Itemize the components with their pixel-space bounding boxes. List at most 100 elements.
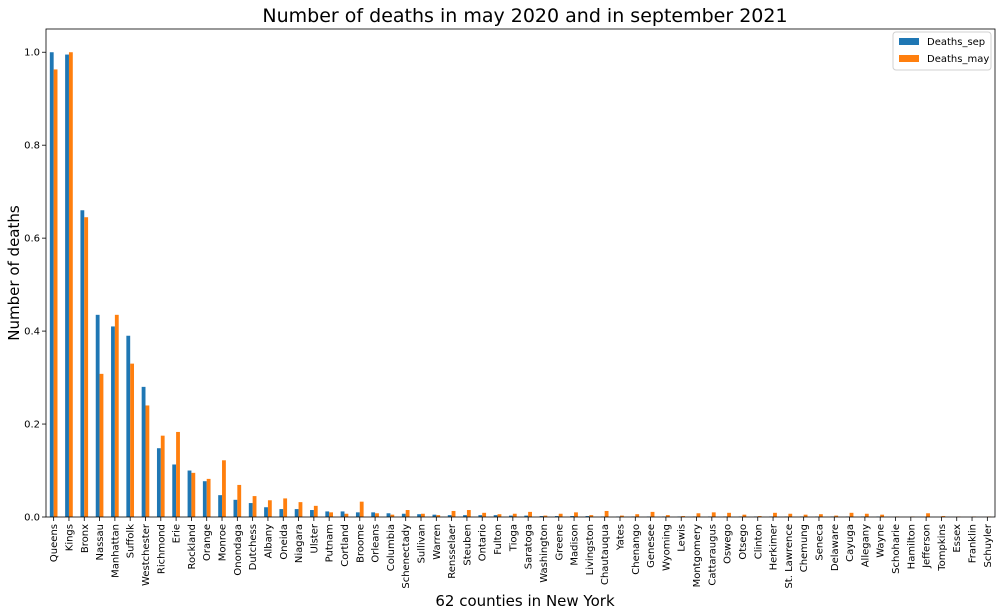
x-tick-label: Lewis — [677, 524, 688, 552]
x-tick-label: Ulster — [309, 523, 320, 553]
bar-deaths-may-rensselaer — [451, 510, 456, 517]
bar-deaths-may-fulton — [497, 514, 502, 517]
x-tick-label: Erie — [172, 524, 183, 543]
x-tick-label: Delaware — [830, 524, 841, 571]
bar-deaths-may-cattaraugus — [711, 512, 716, 517]
x-tick-label: Chemung — [799, 524, 810, 572]
bar-deaths-sep-madison — [570, 516, 575, 517]
x-tick-label: Schuyler — [983, 523, 994, 567]
bars-group — [49, 52, 992, 518]
bar-deaths-sep-saratoga — [524, 515, 529, 517]
x-tick-label: Jefferson — [922, 524, 933, 569]
bar-deaths-may-washington — [543, 515, 548, 517]
x-tick-label: Washington — [539, 524, 550, 583]
x-tick-label: Nassau — [95, 524, 106, 561]
bar-deaths-sep-rensselaer — [447, 515, 452, 517]
bar-deaths-sep-oneida — [279, 509, 284, 517]
x-tick-label: Rockland — [187, 524, 198, 570]
x-tick-label: Oswego — [723, 524, 734, 564]
bar-deaths-sep-nassau — [95, 314, 100, 517]
x-tick-label: Chautauqua — [600, 524, 611, 585]
x-tick-label: Yates — [615, 524, 626, 551]
x-tick-label: Hamilton — [906, 524, 917, 569]
bar-deaths-sep-ulster — [310, 510, 314, 517]
bar-deaths-may-tioga — [512, 513, 517, 517]
bar-deaths-may-genesee — [650, 511, 655, 517]
x-tick-label: Kings — [64, 524, 75, 551]
x-tick-label: Madison — [570, 524, 581, 566]
bar-deaths-may-greene — [558, 513, 563, 517]
bar-deaths-sep-livingston — [585, 516, 590, 517]
y-axis-ticks: 0.0 0.2 0.4 0.6 0.8 1.0 — [24, 48, 46, 524]
x-tick-label: Albany — [263, 524, 274, 558]
bar-deaths-sep-orleans — [371, 512, 376, 517]
x-tick-label: Saratoga — [524, 524, 535, 569]
x-axis-ticks: Queens Kings Bronx Nassau Manhattan Suffolk We… — [49, 517, 994, 589]
bar-deaths-may-schenectady — [405, 510, 410, 517]
bar-deaths-may-onondaga — [237, 484, 242, 517]
bar-deaths-may-columbia — [390, 514, 395, 517]
bar-deaths-sep-richmond — [156, 448, 161, 517]
bar-deaths-sep-tioga — [509, 515, 513, 517]
bar-deaths-may-herkimer — [773, 512, 777, 517]
bar-deaths-may-saratoga — [528, 511, 532, 517]
y-tick-label: 0.2 — [24, 420, 40, 431]
bar-deaths-may-westchester — [145, 405, 150, 517]
bar-deaths-sep-cortland — [340, 511, 345, 517]
bar-deaths-may-allegany — [864, 513, 869, 517]
y-tick-label: 0.4 — [24, 327, 40, 338]
x-tick-label: Richmond — [156, 524, 167, 574]
y-tick-label: 0.6 — [24, 234, 40, 245]
x-axis-label: 62 counties in New York — [435, 592, 615, 610]
x-tick-label: Bronx — [80, 524, 91, 553]
bar-deaths-may-montgomery — [696, 513, 701, 517]
bar-deaths-may-kings — [68, 52, 73, 517]
bar-deaths-may-nassau — [99, 373, 104, 517]
x-tick-label: Wyoming — [661, 524, 672, 571]
bar-deaths-may-clinton — [757, 516, 762, 517]
bar-deaths-may-chautauqua — [604, 510, 609, 517]
y-tick-label: 0.0 — [24, 513, 40, 524]
bar-deaths-may-yates — [619, 515, 624, 517]
x-tick-label: Warren — [432, 524, 443, 560]
bar-deaths-may-orange — [206, 478, 211, 517]
x-tick-label: Schoharie — [891, 524, 902, 574]
bar-deaths-sep-ontario — [478, 515, 483, 517]
x-tick-label: Franklin — [968, 524, 979, 563]
x-tick-label: Seneca — [814, 524, 825, 561]
bar-deaths-sep-dutchess — [248, 503, 253, 517]
bar-deaths-may-chemung — [803, 514, 808, 517]
bar-deaths-sep-erie — [172, 464, 177, 517]
bar-deaths-may-monroe — [222, 460, 226, 517]
bar-deaths-sep-bronx — [80, 210, 85, 517]
bar-deaths-may-suffolk — [130, 363, 135, 517]
x-tick-label: Cattaraugus — [707, 524, 718, 586]
x-tick-label: Cayuga — [845, 524, 856, 562]
bar-deaths-sep-onondaga — [233, 499, 238, 517]
bar-deaths-may-otsego — [742, 514, 747, 517]
bar-deaths-may-delaware — [834, 515, 839, 517]
bar-deaths-may-putnam — [329, 512, 333, 517]
x-tick-label: Broome — [355, 524, 366, 563]
bar-deaths-sep-schenectady — [401, 513, 406, 517]
x-tick-label: Queens — [49, 524, 60, 562]
bar-deaths-sep-monroe — [218, 495, 223, 517]
bar-deaths-sep-niagara — [294, 509, 299, 517]
bar-deaths-may-ulster — [313, 505, 318, 517]
bar-deaths-sep-fulton — [493, 515, 498, 517]
bar-deaths-may-wayne — [880, 514, 885, 517]
bar-deaths-may-rockland — [191, 472, 196, 517]
plot-frame — [45, 28, 996, 518]
legend-swatch — [899, 38, 919, 45]
legend-swatch — [899, 55, 919, 62]
bar-deaths-sep-columbia — [386, 513, 391, 517]
bar-deaths-may-jefferson — [926, 513, 930, 517]
bar-deaths-may-niagara — [298, 502, 303, 517]
bar-deaths-may-st-lawrence — [788, 513, 793, 517]
x-tick-label: Sullivan — [417, 524, 428, 563]
bar-deaths-may-seneca — [818, 514, 823, 517]
y-tick-label: 0.8 — [24, 141, 40, 152]
x-tick-label: Schenectady — [401, 524, 412, 589]
bar-deaths-sep-rockland — [187, 470, 192, 517]
